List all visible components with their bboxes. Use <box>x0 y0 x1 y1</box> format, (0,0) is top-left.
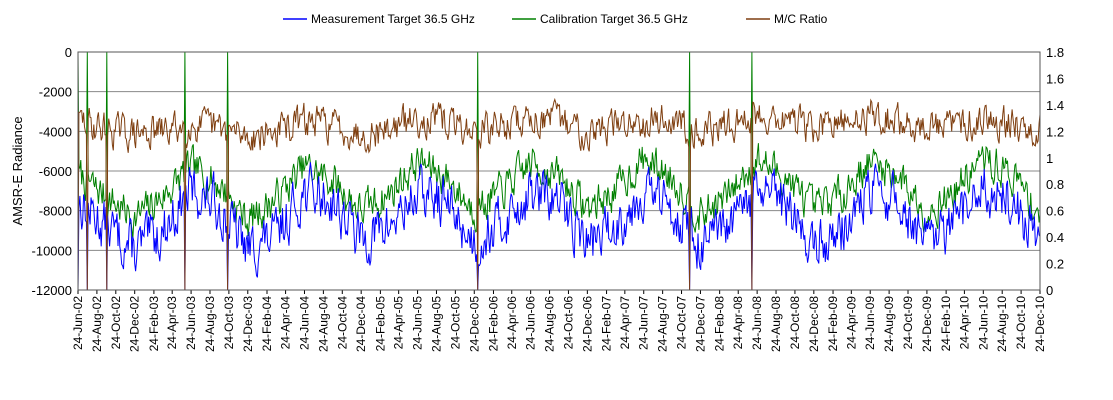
x-tick-label: 24-Apr-08 <box>731 296 745 350</box>
legend: Measurement Target 36.5 GHz Calibration … <box>283 12 828 26</box>
right-tick-label: 0.4 <box>1046 230 1064 245</box>
x-tick-label: 24-Aug-09 <box>882 296 896 352</box>
x-tick-label: 24-Feb-10 <box>939 296 953 352</box>
x-tick-label: 24-Jun-07 <box>637 296 651 350</box>
x-tick-label: 24-Apr-07 <box>618 296 632 350</box>
x-tick-label: 24-Apr-09 <box>844 296 858 350</box>
x-tick-label: 24-Aug-02 <box>90 296 104 352</box>
x-tick-label: 24-Apr-10 <box>957 296 971 350</box>
y-axis-title: AMSR-E Radiance <box>10 116 25 225</box>
x-tick-label: 24-Feb-09 <box>826 296 840 352</box>
legend-calibration-label: Calibration Target 36.5 GHz <box>540 12 688 26</box>
x-tick-label: 24-Dec-05 <box>467 296 481 352</box>
right-tick-label: 1.6 <box>1046 71 1064 86</box>
x-tick-label: 24-Dec-06 <box>580 296 594 352</box>
x-tick-label: 24-Dec-03 <box>241 296 255 352</box>
x-tick-label: 24-Apr-06 <box>505 296 519 350</box>
right-tick-label: 1.8 <box>1046 45 1064 60</box>
right-tick-label: 0.2 <box>1046 257 1064 272</box>
x-tick-label: 24-Jun-03 <box>184 296 198 350</box>
x-tick-label: 24-Feb-06 <box>486 296 500 352</box>
x-tick-label: 24-Aug-08 <box>769 296 783 352</box>
x-tick-label: 24-Jun-02 <box>71 296 85 350</box>
left-tick-label: -12000 <box>32 283 72 298</box>
x-tick-label: 24-Feb-07 <box>600 296 614 352</box>
x-tick-label: 24-Oct-04 <box>335 296 349 350</box>
x-tick-label: 24-Apr-05 <box>392 296 406 350</box>
x-tick-label: 24-Jun-09 <box>863 296 877 350</box>
series-line-2 <box>77 97 1041 291</box>
series-line-1 <box>77 51 1041 239</box>
right-axis-ticks: 1.8 1.6 1.4 1.2 1 0.8 0.6 0.4 0.2 0 <box>1046 45 1064 298</box>
left-tick-label: -10000 <box>32 243 72 258</box>
legend-ratio-label: M/C Ratio <box>774 12 828 26</box>
x-tick-label: 24-Oct-06 <box>561 296 575 350</box>
x-tick-label: 24-Aug-06 <box>543 296 557 352</box>
x-tick-label: 24-Dec-08 <box>807 296 821 352</box>
right-tick-label: 1.4 <box>1046 98 1064 113</box>
x-tick-label: 24-Feb-05 <box>373 296 387 352</box>
x-tick-label: 24-Jun-08 <box>750 296 764 350</box>
x-tick-label: 24-Dec-04 <box>354 296 368 352</box>
x-tick-label: 24-Jun-05 <box>411 296 425 350</box>
x-tick-label: 24-Aug-10 <box>995 296 1009 352</box>
x-tick-label: 24-Oct-07 <box>675 296 689 350</box>
left-tick-label: -6000 <box>39 164 72 179</box>
x-tick-label: 24-Oct-09 <box>901 296 915 350</box>
x-tick-label: 24-Dec-10 <box>1033 296 1047 352</box>
x-tick-label: 24-Oct-02 <box>109 296 123 350</box>
right-tick-label: 1.2 <box>1046 124 1064 139</box>
x-tick-label: 24-Jun-10 <box>976 296 990 350</box>
x-tick-label: 24-Oct-05 <box>448 296 462 350</box>
x-tick-label: 24-Feb-08 <box>713 296 727 352</box>
right-tick-label: 0.6 <box>1046 204 1064 219</box>
x-tick-label: 24-Feb-04 <box>260 296 274 352</box>
x-tick-label: 24-Oct-08 <box>788 296 802 350</box>
x-tick-label: 24-Jun-06 <box>524 296 538 350</box>
x-tick-label: 24-Dec-02 <box>128 296 142 352</box>
right-tick-label: 0 <box>1046 283 1053 298</box>
plot-frame <box>77 51 1041 291</box>
x-tick-label: 24-Oct-10 <box>1014 296 1028 350</box>
x-axis-ticks: 24-Jun-02 24-Aug-02 24-Oct-02 24-Dec-02 24-F… <box>71 290 1047 352</box>
x-tick-label: 24-Dec-09 <box>920 296 934 352</box>
left-tick-label: -8000 <box>39 204 72 219</box>
x-tick-label: 24-Jun-04 <box>297 296 311 350</box>
right-tick-label: 0.8 <box>1046 177 1064 192</box>
x-tick-label: 24-Aug-05 <box>429 296 443 352</box>
x-tick-label: 24-Oct-03 <box>222 296 236 350</box>
x-tick-label: 24-Dec-07 <box>693 296 707 352</box>
x-tick-label: 24-Aug-07 <box>656 296 670 352</box>
x-tick-label: 24-Apr-03 <box>165 296 179 350</box>
x-tick-label: 24-Aug-04 <box>316 296 330 352</box>
x-tick-label: 24-Aug-03 <box>203 296 217 352</box>
x-tick-label: 24-Feb-03 <box>147 296 161 352</box>
left-axis-ticks: 0 -2000 -4000 -6000 -8000 -10000 -12000 <box>32 45 72 298</box>
legend-measurement-label: Measurement Target 36.5 GHz <box>311 12 475 26</box>
series-line-0 <box>77 162 1041 291</box>
left-tick-label: -4000 <box>39 124 72 139</box>
x-tick-label: 24-Apr-04 <box>279 296 293 350</box>
right-tick-label: 1 <box>1046 151 1053 166</box>
series-lines <box>77 51 1041 291</box>
left-tick-label: 0 <box>65 45 72 60</box>
left-tick-label: -2000 <box>39 85 72 100</box>
